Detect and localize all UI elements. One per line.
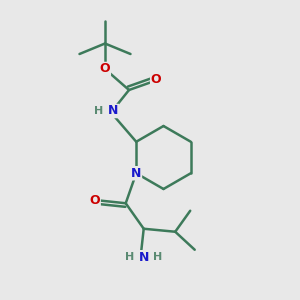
Text: O: O (89, 194, 100, 207)
Text: H: H (94, 106, 103, 116)
Text: O: O (151, 73, 161, 86)
Text: O: O (100, 62, 110, 76)
Text: N: N (131, 167, 141, 180)
Text: H: H (125, 252, 134, 262)
Text: H: H (153, 252, 162, 262)
Text: N: N (139, 251, 149, 264)
Text: N: N (108, 104, 118, 118)
